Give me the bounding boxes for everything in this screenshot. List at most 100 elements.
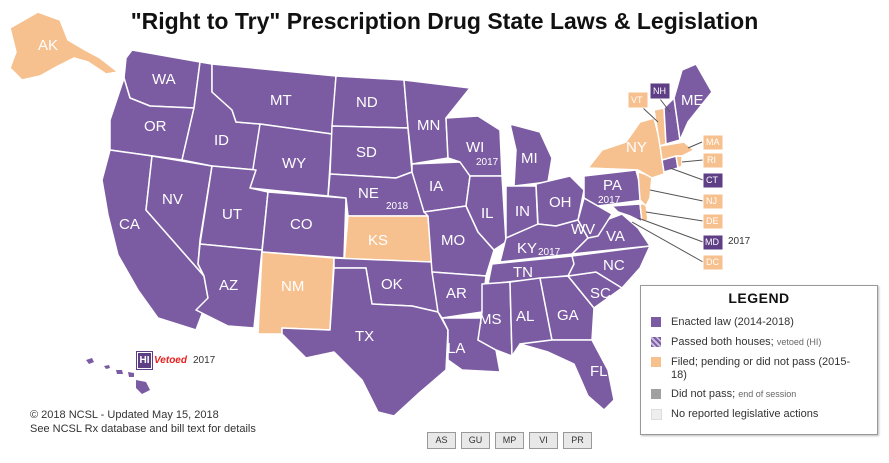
state-TX[interactable] <box>281 267 449 417</box>
legend-text-did-not-pass-sub: end of session <box>738 389 797 399</box>
box-label-NJ: NJ <box>706 196 717 206</box>
state-label-TX: TX <box>355 328 374 345</box>
state-label-SC: SC <box>590 285 611 302</box>
box-DC[interactable] <box>702 254 724 271</box>
state-label-AZ: AZ <box>219 277 238 294</box>
state-label-KS: KS <box>368 232 388 249</box>
state-PA[interactable] <box>583 169 645 207</box>
state-FL[interactable] <box>519 339 615 411</box>
state-label-TN: TN <box>513 264 533 281</box>
legend-title: LEGEND <box>728 290 790 306</box>
state-label-IL: IL <box>481 205 494 222</box>
legend-swatch-filed <box>651 357 661 367</box>
state-IL[interactable] <box>465 175 507 251</box>
territory-button-vi[interactable]: VI <box>529 432 558 449</box>
state-label-ID: ID <box>214 132 229 149</box>
territory-button-as[interactable]: AS <box>427 432 456 449</box>
legend-text-no-action: No reported legislative actions <box>671 408 819 420</box>
state-label-NY: NY <box>626 139 647 156</box>
box-label-DE: DE <box>706 216 719 226</box>
state-label-OR: OR <box>144 118 167 135</box>
state-label-KY: KY <box>517 240 537 257</box>
state-label-LA: LA <box>447 340 465 357</box>
box-DE[interactable] <box>702 213 724 230</box>
state-HI[interactable] <box>86 358 150 394</box>
legend-text-filed: Filed; pending or did not pass (2015-18) <box>671 356 851 381</box>
legend-text-did-not-pass: Did not pass; <box>671 388 736 400</box>
state-label-AL: AL <box>516 308 534 325</box>
hawaii-year-label: 2017 <box>193 355 216 366</box>
box-label-NH: NH <box>653 86 666 96</box>
state-label-NM: NM <box>281 278 304 295</box>
legend-text-enacted: Enacted law (2014-2018) <box>671 316 794 328</box>
hawaii-vetoed-label: Vetoed <box>154 355 187 366</box>
box-label-CT: CT <box>706 175 718 185</box>
state-label-ND: ND <box>356 94 378 111</box>
year-label-KY: 2017 <box>538 247 561 258</box>
box-label-DC: DC <box>706 257 719 267</box>
state-label-WV: WV <box>571 221 595 238</box>
box-label-MA: MA <box>706 137 720 147</box>
state-label-AK: AK <box>38 37 58 54</box>
legend-swatch-passed <box>651 337 661 347</box>
state-label-IN: IN <box>515 203 530 220</box>
box-label-MD: MD <box>705 237 719 247</box>
box-NJ[interactable] <box>702 193 724 210</box>
box-MA[interactable] <box>702 134 724 151</box>
legend-text-dnp-wrap: Did not pass; end of session <box>671 388 871 401</box>
legend-swatch-no-action <box>651 409 662 420</box>
state-label-NE: NE <box>358 185 379 202</box>
state-label-FL: FL <box>590 363 608 380</box>
state-label-PA: PA <box>603 177 622 194</box>
state-label-CA: CA <box>119 216 140 233</box>
state-label-WY: WY <box>282 155 306 172</box>
state-label-AR: AR <box>446 285 467 302</box>
state-label-UT: UT <box>222 206 242 223</box>
state-label-IA: IA <box>429 178 443 195</box>
territory-button-pr[interactable]: PR <box>563 432 592 449</box>
legend-swatch-enacted <box>651 317 661 327</box>
footer-line-1: © 2018 NCSL - Updated May 15, 2018 <box>30 409 219 421</box>
state-label-CO: CO <box>290 216 313 233</box>
state-AK[interactable] <box>9 11 119 81</box>
map-title: "Right to Try" Prescription Drug State L… <box>130 8 759 34</box>
year-label-NE: 2018 <box>386 201 409 212</box>
hawaii-badge: HI <box>136 351 153 370</box>
box-RI[interactable] <box>702 152 724 169</box>
state-label-GA: GA <box>557 307 579 324</box>
box-MD[interactable] <box>702 234 724 251</box>
state-label-WA: WA <box>152 71 176 88</box>
footer-credit: © 2018 NCSL - Updated May 15, 2018 See N… <box>30 408 256 436</box>
legend-text-passed-wrap: Passed both houses; vetoed (HI) <box>671 336 871 349</box>
territory-button-mp[interactable]: MP <box>495 432 524 449</box>
state-label-MI: MI <box>521 150 538 167</box>
state-label-WI: WI <box>466 139 484 156</box>
state-label-OH: OH <box>549 194 572 211</box>
box-VT[interactable] <box>627 91 649 109</box>
territory-button-gu[interactable]: GU <box>461 432 490 449</box>
state-ME[interactable] <box>673 63 713 141</box>
box-CT[interactable] <box>702 172 724 189</box>
state-label-MN: MN <box>417 117 440 134</box>
legend-swatch-did-not-pass <box>651 389 661 399</box>
legend-text-passed-sub: vetoed (HI) <box>776 337 822 347</box>
footer-line-2: See NCSL Rx database and bill text for d… <box>30 423 256 435</box>
state-label-OK: OK <box>381 276 403 293</box>
legend: LEGEND Enacted law (2014-2018) Passed bo… <box>640 285 878 435</box>
state-MD[interactable] <box>611 203 643 223</box>
year-label-WI: 2017 <box>476 157 499 168</box>
state-label-MT: MT <box>270 92 292 109</box>
state-NC[interactable] <box>567 245 651 289</box>
state-MA[interactable] <box>659 141 695 161</box>
state-AR[interactable] <box>431 271 487 319</box>
state-label-VA: VA <box>606 228 625 245</box>
state-AZ[interactable] <box>195 243 263 329</box>
state-label-NC: NC <box>603 257 625 274</box>
year-label-MD: 2017 <box>728 236 751 247</box>
box-NH[interactable] <box>649 82 671 100</box>
box-label-RI: RI <box>707 155 716 165</box>
box-label-VT: VT <box>631 95 643 105</box>
state-label-ME: ME <box>681 92 704 109</box>
state-label-MO: MO <box>441 232 465 249</box>
